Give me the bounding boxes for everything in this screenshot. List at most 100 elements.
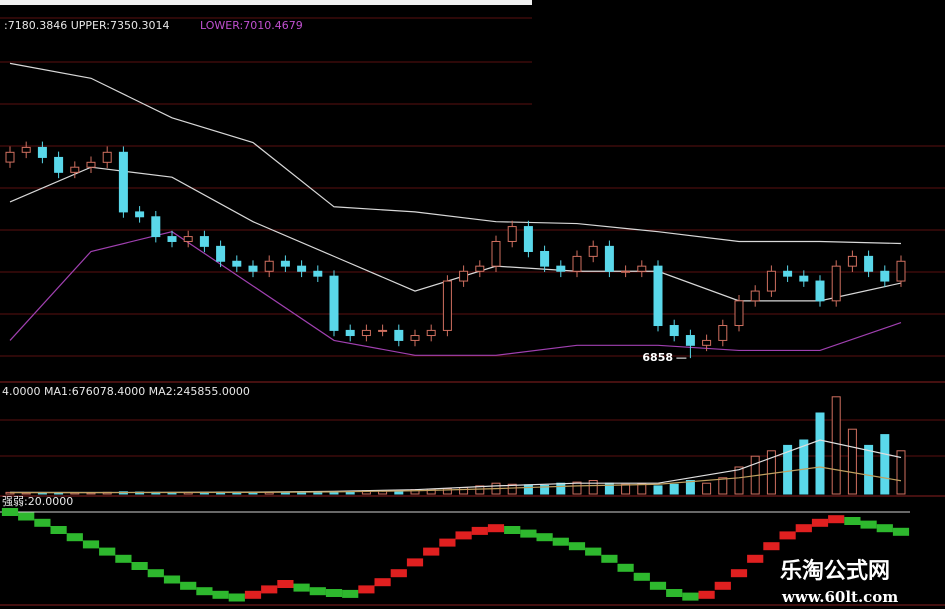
candle-body — [588, 245, 598, 257]
candle-body — [378, 329, 388, 332]
candle-body — [329, 275, 339, 331]
indicator-block — [617, 563, 634, 572]
candle-body — [297, 265, 307, 272]
candle-body — [864, 255, 874, 272]
indicator-block — [844, 517, 861, 525]
candle-body — [37, 146, 47, 158]
indicator-block — [811, 518, 829, 527]
candle-body — [896, 260, 906, 282]
candle-body — [5, 151, 15, 163]
candle-body — [734, 300, 744, 327]
indicator-block — [1, 508, 19, 516]
candle-body — [637, 265, 647, 272]
candle-body — [183, 236, 193, 242]
candle-body — [750, 290, 760, 302]
indicator-block — [585, 547, 602, 556]
candle-body — [556, 265, 566, 272]
indicator-block — [730, 569, 748, 578]
candle-body — [345, 329, 355, 337]
indicator-header: 强弱:20.0000 — [2, 495, 73, 508]
indicator-block — [698, 590, 715, 599]
candle-body — [783, 270, 793, 277]
volume-bar — [621, 483, 631, 495]
indicator-block — [244, 590, 262, 599]
candle-body — [475, 265, 485, 272]
candle-body — [766, 270, 776, 292]
window-edge — [0, 0, 532, 5]
indicator-block — [99, 547, 116, 556]
volume-bar — [718, 477, 728, 495]
candle-body — [669, 325, 679, 337]
candle-body — [702, 339, 712, 346]
indicator-block — [358, 585, 375, 594]
indicator-block — [18, 512, 35, 521]
volume-bar — [669, 483, 679, 495]
candle-body — [361, 329, 371, 337]
indicator-block — [325, 589, 343, 597]
candle-body — [248, 265, 258, 272]
candle-body — [199, 236, 209, 247]
candle-body — [102, 151, 112, 163]
volume-bar — [799, 439, 809, 495]
candle-body — [216, 245, 226, 262]
indicator-block — [666, 589, 683, 597]
indicator-block — [552, 537, 569, 546]
candle-body — [507, 226, 517, 242]
indicator-block — [147, 569, 164, 578]
candle-body — [572, 255, 582, 272]
volume-bar — [540, 484, 550, 495]
candle-body — [167, 236, 177, 242]
volume-bar — [896, 450, 906, 495]
candle-body — [280, 260, 290, 267]
indicator-block — [487, 524, 505, 533]
candle-body — [799, 275, 809, 282]
volume-bar — [572, 481, 582, 495]
candle-body — [70, 166, 80, 173]
volume-bar — [702, 482, 712, 495]
candle-body — [847, 255, 857, 267]
candle-body — [685, 335, 695, 346]
candle-body — [880, 270, 890, 282]
candle-body — [54, 156, 64, 173]
candle-body — [815, 280, 825, 302]
indicator-block — [633, 572, 650, 581]
indicator-block — [66, 533, 83, 542]
candle-body — [118, 151, 128, 213]
indicator-block — [714, 581, 731, 590]
indicator-block — [520, 529, 537, 538]
indicator-block — [795, 524, 812, 533]
candle-body — [604, 245, 614, 272]
volume-bar — [815, 412, 825, 495]
indicator-block — [115, 554, 132, 563]
candle-body — [831, 265, 841, 302]
volume-bar — [864, 444, 874, 495]
volume-bar — [734, 466, 744, 495]
volume-bar — [847, 428, 857, 495]
indicator-block — [228, 593, 245, 602]
indicator-block — [439, 538, 456, 547]
indicator-block — [390, 569, 407, 578]
indicator-block — [471, 526, 488, 535]
candle-body — [459, 270, 469, 282]
min-label: 6858 — [642, 351, 673, 364]
indicator-block — [261, 585, 278, 594]
indicator-block — [568, 542, 586, 551]
volume-header: 4.0000 MA1:676078.4000 MA2:245855.0000 — [2, 385, 250, 398]
volume-bar — [637, 483, 647, 495]
indicator-block — [423, 547, 440, 556]
indicator-block — [828, 515, 845, 524]
candle-body — [151, 216, 161, 238]
indicator-block — [34, 518, 51, 527]
candle-body — [264, 260, 274, 272]
indicator-block — [342, 589, 359, 598]
indicator-block — [763, 542, 780, 551]
volume-bar — [880, 434, 890, 495]
candle-body — [653, 265, 663, 327]
indicator-block — [601, 554, 618, 563]
candle-body — [135, 211, 145, 218]
lower-header: LOWER:7010.4679 — [200, 19, 303, 32]
indicator-block — [374, 578, 391, 587]
indicator-block — [649, 581, 667, 590]
